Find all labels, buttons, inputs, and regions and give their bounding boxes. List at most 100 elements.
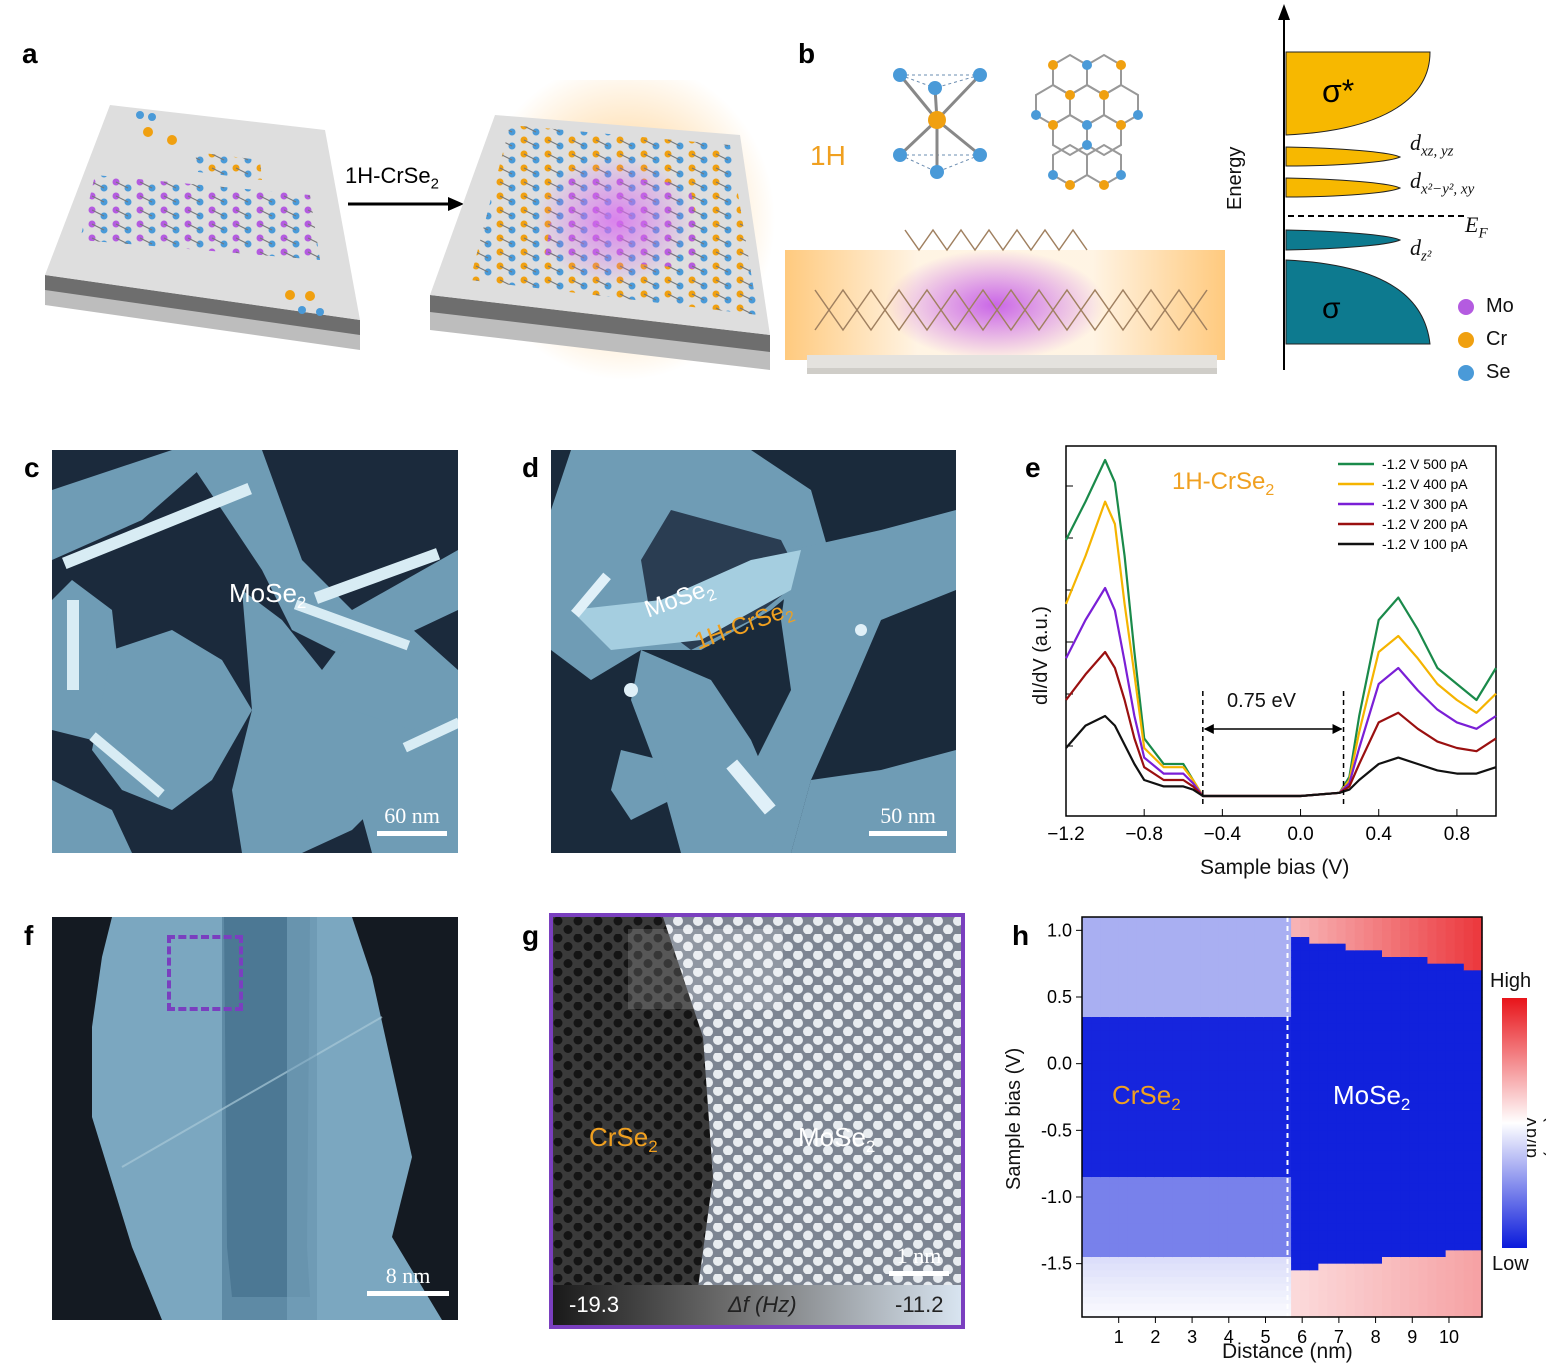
heatmap-cell [1245, 1110, 1256, 1118]
heatmap-cell [1336, 1270, 1347, 1278]
heatmap-cell [1209, 1077, 1219, 1085]
heatmap-cell [1254, 1010, 1265, 1018]
heatmap-cell [1100, 1177, 1110, 1185]
heatmap-cell [1409, 1297, 1419, 1305]
heatmap-cell [1172, 1237, 1183, 1245]
heatmap-cell [1100, 937, 1110, 945]
heatmap-cell [1200, 990, 1210, 998]
heatmap-cell [1191, 1110, 1201, 1118]
heatmap-cell [1191, 997, 1201, 1005]
heatmap-cell [1427, 1277, 1438, 1285]
heatmap-cell [1400, 1010, 1410, 1018]
heatmap-cell [1427, 1230, 1438, 1238]
heatmap-cell [1163, 970, 1174, 978]
heatmap-cell [1336, 1190, 1347, 1198]
heatmap-cell [1127, 997, 1138, 1005]
heatmap-cell [1172, 1057, 1183, 1065]
heatmap-cell [1309, 937, 1319, 945]
colorbar-g-min: -19.3 [569, 1292, 620, 1317]
heatmap-cell [1336, 1217, 1347, 1225]
heatmap-cell [1109, 1263, 1119, 1271]
heatmap-cell [1418, 1117, 1429, 1125]
heatmap-cell [1154, 1077, 1165, 1085]
heatmap-cell [1154, 1170, 1165, 1178]
heatmap-cell [1245, 1237, 1256, 1245]
heatmap-cell [1454, 1217, 1465, 1225]
heatmap-cell [1200, 1150, 1210, 1158]
heatmap-cell [1100, 1097, 1110, 1105]
heatmap-cell [1382, 1023, 1392, 1031]
heatmap-cell [1363, 1310, 1374, 1318]
heatmap-cell [1272, 950, 1283, 958]
heatmap-cell [1082, 1083, 1092, 1091]
heatmap-cell [1127, 1003, 1138, 1011]
heatmap-cell [1109, 1037, 1119, 1045]
heatmap-cell [1236, 1010, 1247, 1018]
heatmap-cell [1363, 1143, 1374, 1151]
heatmap-cell [1418, 1237, 1429, 1245]
heatmap-cell [1109, 937, 1119, 945]
heatmap-cell [1363, 943, 1374, 951]
heatmap-cell [1291, 1083, 1301, 1091]
heatmap-cell [1382, 943, 1392, 951]
heatmap-cell [1472, 1197, 1483, 1205]
heatmap-cell [1472, 917, 1483, 925]
heatmap-cell [1118, 1237, 1129, 1245]
heatmap-cell [1254, 957, 1265, 965]
heatmap-cell [1236, 1217, 1247, 1225]
heatmap-cell [1145, 1077, 1156, 1085]
heatmap-cell [1127, 1270, 1138, 1278]
scale-bar-g-label: 1 nm [896, 1243, 942, 1268]
heatmap-cell [1436, 1170, 1447, 1178]
heatmap-cell [1182, 1270, 1192, 1278]
heatmap-cell [1254, 1177, 1265, 1185]
heatmap-cell [1209, 1150, 1219, 1158]
heatmap-cell [1409, 1197, 1419, 1205]
heatmap-cell [1291, 1150, 1301, 1158]
heatmap-cell [1309, 1197, 1319, 1205]
heatmap-cell [1109, 1297, 1119, 1305]
heatmap-cell [1263, 1143, 1274, 1151]
heatmap-cell [1182, 1057, 1192, 1065]
heatmap-cell [1082, 1230, 1092, 1238]
heatmap-cell [1127, 1090, 1138, 1098]
heatmap-cell [1109, 950, 1119, 958]
heatmap-cell [1300, 1297, 1310, 1305]
heatmap-cell [1209, 1010, 1219, 1018]
heatmap-cell [1127, 950, 1138, 958]
heatmap-cell [1454, 930, 1465, 938]
heatmap-cell [1191, 1097, 1201, 1105]
heatmap-cell [1136, 1077, 1147, 1085]
heatmap-cell [1427, 930, 1438, 938]
heatmap-cell [1172, 1303, 1183, 1311]
heatmap-cell [1154, 957, 1165, 965]
heatmap-cell [1200, 1143, 1210, 1151]
heatmap-cell [1118, 990, 1129, 998]
sigma-band [1285, 259, 1431, 345]
heatmap-cell [1445, 1290, 1456, 1298]
heatmap-cell [1436, 1010, 1447, 1018]
heatmap-cell [1454, 1150, 1465, 1158]
chart-h-ytick-label: -1.0 [1041, 1187, 1072, 1207]
dIdV-heatmap: 1 2 3 4 5 6 7 8 9 101.00.50.0-0.5-1.0-1.5 [1041, 916, 1483, 1347]
heatmap-cell [1154, 1210, 1165, 1218]
heatmap-cell [1463, 1150, 1474, 1158]
heatmap-cell [1418, 1297, 1429, 1305]
heatmap-cell [1336, 1277, 1347, 1285]
heatmap-cell [1327, 1310, 1338, 1318]
heatmap-cell [1172, 1217, 1183, 1225]
heatmap-cell [1454, 1130, 1465, 1138]
heatmap-cell [1391, 1157, 1401, 1165]
heatmap-cell [1254, 1157, 1265, 1165]
heatmap-cell [1463, 1037, 1474, 1045]
heatmap-cell [1327, 1277, 1338, 1285]
heatmap-cell [1200, 1077, 1210, 1085]
heatmap-cell [1109, 1283, 1119, 1291]
heatmap-cell [1191, 1077, 1201, 1085]
heatmap-cell [1100, 1210, 1110, 1218]
heatmap-cell [1436, 1250, 1447, 1258]
heatmap-cell [1300, 1157, 1310, 1165]
heatmap-cell [1436, 1057, 1447, 1065]
heatmap-cell [1272, 1123, 1283, 1131]
heatmap-cell [1109, 930, 1119, 938]
